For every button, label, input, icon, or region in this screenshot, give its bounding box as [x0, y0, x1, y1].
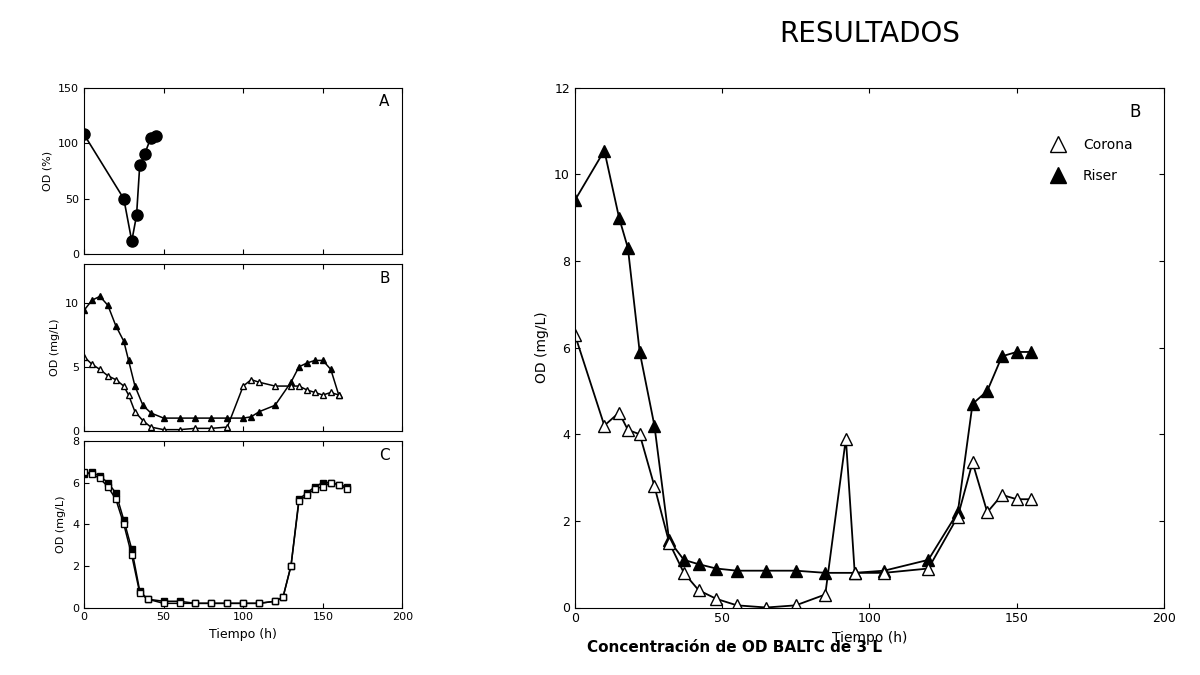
Legend: Corona, Riser: Corona, Riser	[1037, 131, 1139, 190]
Text: RESULTADOS: RESULTADOS	[779, 20, 960, 48]
X-axis label: Tiempo (h): Tiempo (h)	[209, 628, 277, 641]
Text: A: A	[379, 95, 390, 109]
Text: C: C	[379, 448, 390, 462]
Text: B: B	[1129, 103, 1140, 121]
Y-axis label: OD (mg/L): OD (mg/L)	[49, 319, 60, 377]
Y-axis label: OD (mg/L): OD (mg/L)	[56, 495, 66, 553]
Text: B: B	[379, 271, 390, 286]
Y-axis label: OD (mg/L): OD (mg/L)	[534, 312, 548, 383]
Y-axis label: OD (%): OD (%)	[42, 151, 53, 191]
Text: Concentración de OD BALTC de 3 L: Concentración de OD BALTC de 3 L	[587, 640, 882, 655]
X-axis label: Tiempo (h): Tiempo (h)	[832, 631, 907, 645]
